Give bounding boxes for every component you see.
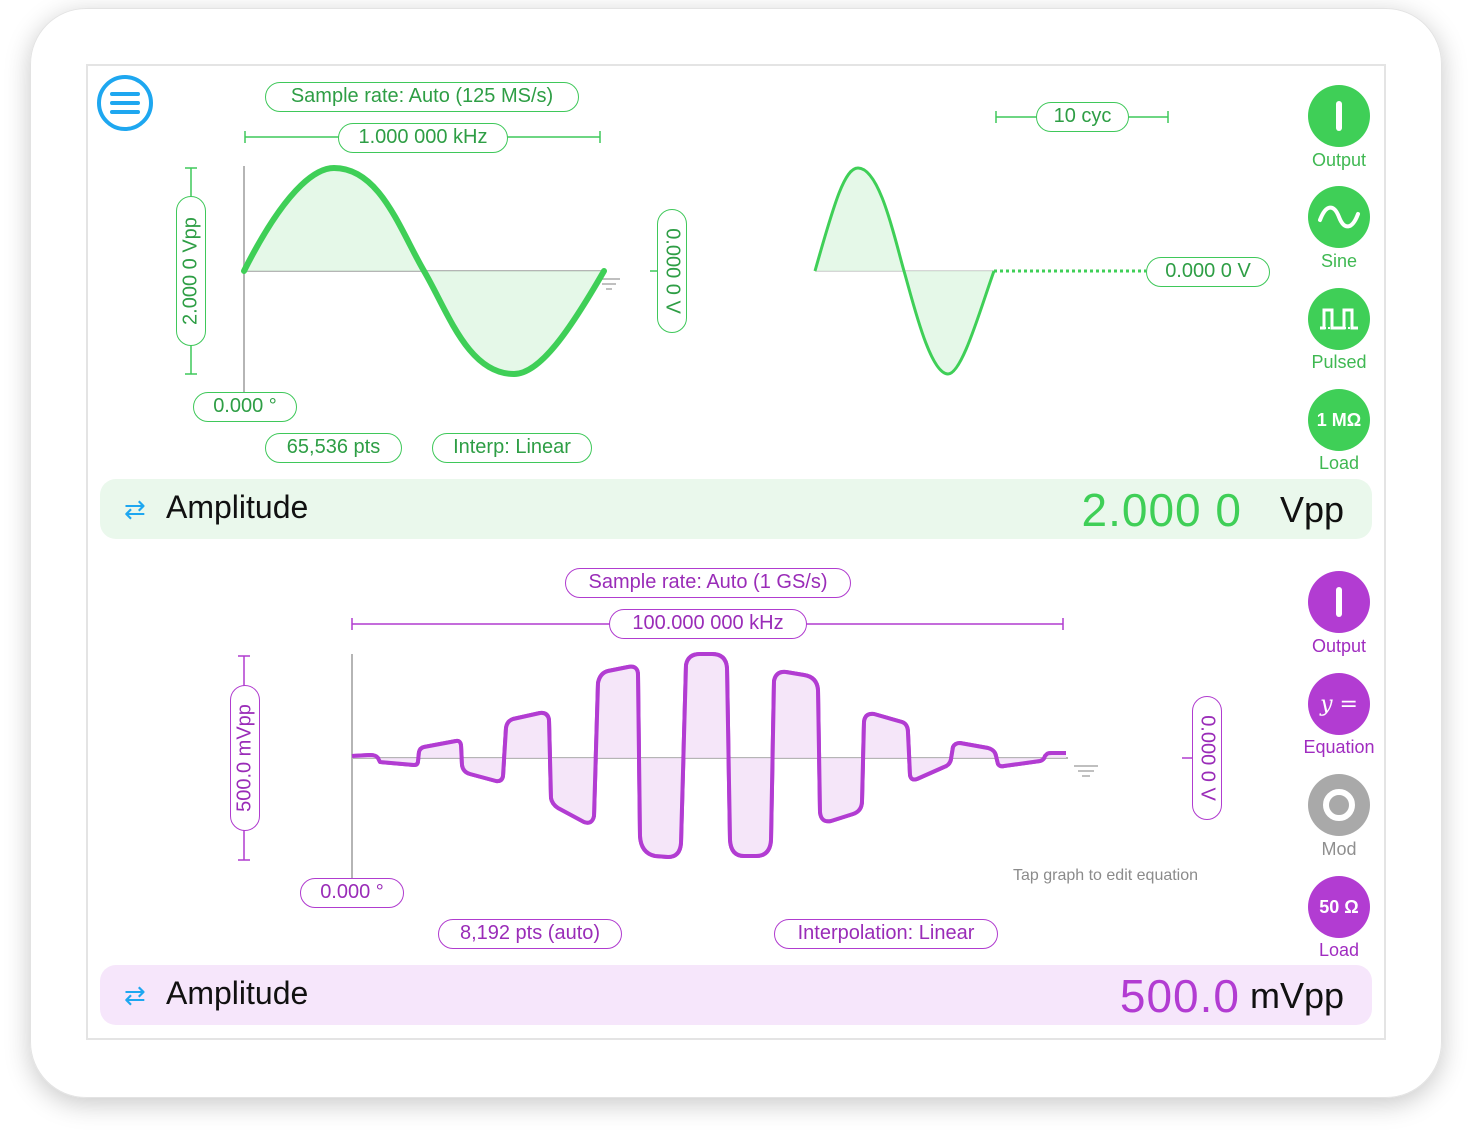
ch1-sine-button[interactable]: [1308, 186, 1370, 248]
power-icon: [1336, 101, 1342, 131]
ch2-output-button[interactable]: [1308, 571, 1370, 633]
ch1-frequency-tag[interactable]: 1.000 000 kHz: [338, 123, 508, 153]
ch1-offset-tag-text: 0.000 0 V: [661, 228, 684, 314]
sine-wave-icon: [1318, 205, 1360, 229]
ch1-output-button[interactable]: [1308, 85, 1370, 147]
ch1-offset-tag[interactable]: 0.000 0 V: [657, 209, 687, 333]
ch2-mod-label: Mod: [1321, 839, 1357, 859]
ch1-load-label: Load: [1318, 453, 1360, 473]
ch2-parameter-value[interactable]: 500.0: [1119, 970, 1240, 1022]
ch2-interp-tag[interactable]: Interpolation: Linear: [774, 919, 998, 949]
ch1-parameter-unit: Vpp: [1279, 489, 1344, 530]
ch1-amplitude-tag[interactable]: 2.000 0 Vpp: [176, 196, 206, 346]
ch2-amplitude-tag-text: 500.0 mVpp: [233, 704, 256, 812]
ch1-parameter-value[interactable]: 2.000 0: [1081, 484, 1242, 536]
equation-icon: y =: [1320, 691, 1358, 717]
ch2-offset-tag-text: 0.000 0 V: [1196, 715, 1219, 801]
ch2-frequency-tag[interactable]: 100.000 000 kHz: [609, 609, 807, 639]
ch2-phase-tag[interactable]: 0.000 °: [300, 878, 404, 908]
ch2-load-button[interactable]: 50 Ω: [1308, 876, 1370, 938]
ch2-sample-rate-tag[interactable]: Sample rate: Auto (1 GS/s): [565, 568, 851, 598]
ch1-parameter-bar[interactable]: ⇄ Amplitude 2.000 0 Vpp: [100, 479, 1372, 539]
ch1-load-value: 1 MΩ: [1316, 409, 1362, 430]
ch1-cycles-tag[interactable]: 10 cyc: [1036, 102, 1129, 132]
ch2-mod-button[interactable]: [1308, 774, 1370, 836]
ch1-sine-label: Sine: [1320, 251, 1358, 271]
mod-ring-icon: [1323, 789, 1355, 821]
ch2-swap-icon[interactable]: ⇄: [124, 980, 146, 1010]
ch2-edit-hint: Tap graph to edit equation: [1013, 867, 1199, 884]
ch2-equation-button[interactable]: y =: [1308, 673, 1370, 735]
ch1-pulsed-button[interactable]: [1308, 288, 1370, 350]
ch2-equation-label: Equation: [1303, 737, 1375, 757]
power-icon: [1336, 587, 1342, 617]
ch1-sample-rate-tag[interactable]: Sample rate: Auto (125 MS/s): [265, 82, 579, 112]
ch1-phase-tag[interactable]: 0.000 °: [193, 392, 297, 422]
ch2-parameter-label: Amplitude: [166, 975, 309, 1011]
ch2-points-tag[interactable]: 8,192 pts (auto): [438, 919, 622, 949]
ch2-load-label: Load: [1318, 940, 1360, 960]
hamburger-menu-icon: [97, 75, 153, 131]
ch1-amplitude-tag-text: 2.000 0 Vpp: [179, 217, 202, 325]
ch1-swap-icon[interactable]: ⇄: [124, 494, 146, 524]
ch2-amplitude-tag[interactable]: 500.0 mVpp: [230, 685, 260, 831]
ch1-load-button[interactable]: 1 MΩ: [1308, 389, 1370, 451]
ch1-pulsed-label: Pulsed: [1311, 352, 1367, 372]
ch1-points-tag[interactable]: 65,536 pts: [265, 433, 402, 463]
ch1-parameter-label: Amplitude: [166, 489, 309, 525]
ch1-output-label: Output: [1311, 150, 1367, 170]
pulse-icon: [1320, 308, 1358, 330]
ch2-parameter-bar[interactable]: ⇄ Amplitude 500.0 mVpp: [100, 965, 1372, 1025]
ch2-output-label: Output: [1311, 636, 1367, 656]
ch2-load-value: 50 Ω: [1319, 896, 1359, 917]
ch1-burst-level-tag[interactable]: 0.000 0 V: [1146, 257, 1270, 287]
ch2-offset-tag[interactable]: 0.000 0 V: [1192, 696, 1222, 820]
ch1-interp-tag[interactable]: Interp: Linear: [432, 433, 592, 463]
menu-button[interactable]: [96, 74, 154, 132]
ch2-parameter-unit: mVpp: [1249, 975, 1344, 1016]
